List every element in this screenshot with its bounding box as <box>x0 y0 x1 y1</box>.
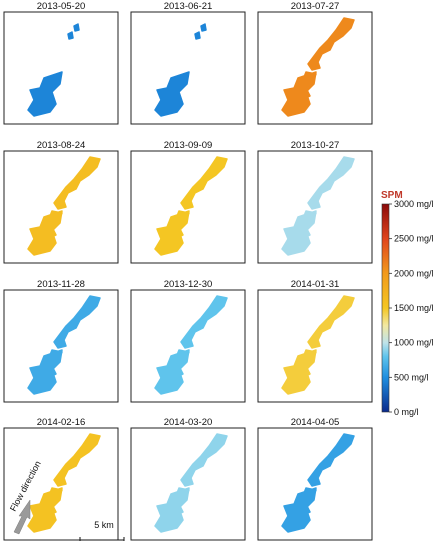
spm-river-area <box>27 295 101 395</box>
spm-water-patch <box>154 210 190 256</box>
spm-water-patch <box>154 71 190 117</box>
scale-bar-label: 5 km <box>94 520 114 530</box>
spm-water-patch <box>180 156 228 210</box>
spm-water-patch <box>307 295 355 349</box>
spm-water-patch <box>281 487 317 533</box>
map-panel-2013-07-27: 2013-07-27 <box>257 1 373 125</box>
spm-river-area <box>27 156 101 256</box>
panel-frame <box>130 11 246 125</box>
spm-water-patch <box>307 17 355 71</box>
panel-date-label: 2014-02-16 <box>37 417 86 428</box>
spm-water-patch <box>27 349 63 395</box>
spm-water-patch <box>53 156 101 210</box>
spm-river-area <box>281 433 355 533</box>
map-panel-2013-08-24: 2013-08-24 <box>3 140 119 264</box>
legend-colorbar <box>381 203 390 413</box>
spm-river-area <box>154 23 207 117</box>
panel-frame <box>3 11 119 125</box>
panel-date-label: 2013-11-28 <box>37 279 85 290</box>
panel-frame <box>257 150 373 264</box>
spm-legend: SPM 0 mg/l 500 mg/l 1000 mg/l 1500 mg/l 2000… <box>381 190 434 417</box>
spm-river-area <box>281 156 355 256</box>
spm-water-patch <box>307 156 355 210</box>
map-panel-2013-10-27: 2013-10-27 <box>257 140 373 264</box>
spm-water-patch <box>53 295 101 349</box>
spm-river-area <box>27 433 101 533</box>
spm-river-area <box>27 23 80 117</box>
panel-date-label: 2014-03-20 <box>164 417 213 428</box>
legend-tick-label: 2000 mg/l <box>394 268 434 278</box>
panel-date-label: 2013-05-20 <box>37 1 86 12</box>
map-panel-2013-06-21: 2013-06-21 <box>130 1 246 125</box>
map-panel-2014-01-31: 2014-01-31 <box>257 279 373 403</box>
spm-water-patch <box>27 487 63 533</box>
legend-tick-label: 0 mg/l <box>394 407 419 417</box>
panel-date-label: 2014-04-05 <box>291 417 340 428</box>
legend-tick-label: 1000 mg/l <box>394 338 434 348</box>
legend-tick-label: 500 mg/l <box>394 372 429 382</box>
spm-water-patch <box>194 31 201 40</box>
spm-water-patch <box>73 23 80 32</box>
panel-date-label: 2013-07-27 <box>291 1 340 12</box>
panel-date-label: 2013-09-09 <box>164 140 213 151</box>
panel-date-label: 2013-10-27 <box>291 140 340 151</box>
spm-water-patch <box>307 433 355 487</box>
flow-arrow-icon <box>13 499 31 535</box>
spm-river-area <box>281 295 355 395</box>
legend-tick-label: 2500 mg/l <box>394 234 434 244</box>
spm-river-area <box>154 156 228 256</box>
spm-water-patch <box>67 31 74 40</box>
legend-tick-label: 1500 mg/l <box>394 303 434 313</box>
panel-date-label: 2013-08-24 <box>37 140 86 151</box>
spm-water-patch <box>200 23 207 32</box>
spm-water-patch <box>27 71 63 117</box>
spm-river-area <box>281 17 355 117</box>
spm-water-patch <box>281 349 317 395</box>
spm-water-patch <box>281 71 317 117</box>
spm-water-patch <box>180 295 228 349</box>
spm-river-area <box>154 295 228 395</box>
spm-water-patch <box>180 433 228 487</box>
map-panel-2013-11-28: 2013-11-28 <box>3 279 119 403</box>
spm-water-patch <box>154 487 190 533</box>
map-panel-2013-05-20: 2013-05-20 <box>3 1 119 125</box>
legend-title: SPM <box>381 190 403 201</box>
scale-bar: 5 km <box>79 520 125 541</box>
map-panel-2014-04-05: 2014-04-05 <box>257 417 373 541</box>
spm-water-patch <box>53 433 101 487</box>
panel-date-label: 2013-12-30 <box>164 279 213 290</box>
spm-water-patch <box>281 210 317 256</box>
spm-water-patch <box>154 349 190 395</box>
map-panel-2013-09-09: 2013-09-09 <box>130 140 246 264</box>
map-panel-2014-03-20: 2014-03-20 <box>130 417 246 541</box>
panel-date-label: 2014-01-31 <box>291 279 340 290</box>
panel-date-label: 2013-06-21 <box>164 1 213 12</box>
map-panels-grid: 2013-05-20 2013-06-21 2013-07-27 2013-08-24… <box>3 1 373 541</box>
legend-tick-label: 3000 mg/l <box>394 199 434 209</box>
spm-water-patch <box>27 210 63 256</box>
map-panel-2013-12-30: 2013-12-30 <box>130 279 246 403</box>
spm-river-area <box>154 433 228 533</box>
legend-ticks: 0 mg/l 500 mg/l 1000 mg/l 1500 mg/l 2000 mg/… <box>389 199 434 417</box>
